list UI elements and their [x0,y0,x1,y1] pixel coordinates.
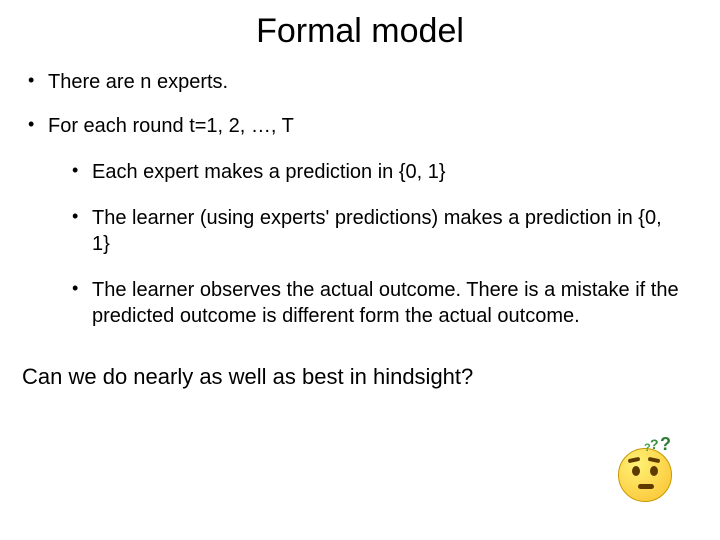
question-mark-icon: ? [660,434,671,455]
emoji-eye [650,466,658,476]
bullet-level1: For each round t=1, 2, …, T [28,113,720,139]
bullet-text: There are n experts. [48,71,228,93]
question-mark-icon: ? [650,436,659,452]
bullet-level2: The learner (using experts' predictions)… [72,205,720,257]
bullet-level2: The learner observes the actual outcome.… [72,277,720,329]
emoji-eye [632,466,640,476]
emoji-face [618,448,672,502]
bullet-text: The learner observes the actual outcome.… [92,279,679,327]
bullet-text: Each expert makes a prediction in {0, 1} [92,161,446,183]
closing-question: Can we do nearly as well as best in hind… [22,363,720,392]
emoji-mouth [638,484,654,489]
bullet-text: For each round t=1, 2, …, T [48,115,294,137]
bullet-level1: There are n experts. [28,69,720,95]
slide-title: Formal model [0,0,720,51]
bullet-text: The learner (using experts' predictions)… [92,207,662,255]
thinking-emoji-icon: ? ? ? [610,436,680,506]
question-mark-icon: ? [644,442,651,454]
bullet-level2: Each expert makes a prediction in {0, 1} [72,159,720,185]
